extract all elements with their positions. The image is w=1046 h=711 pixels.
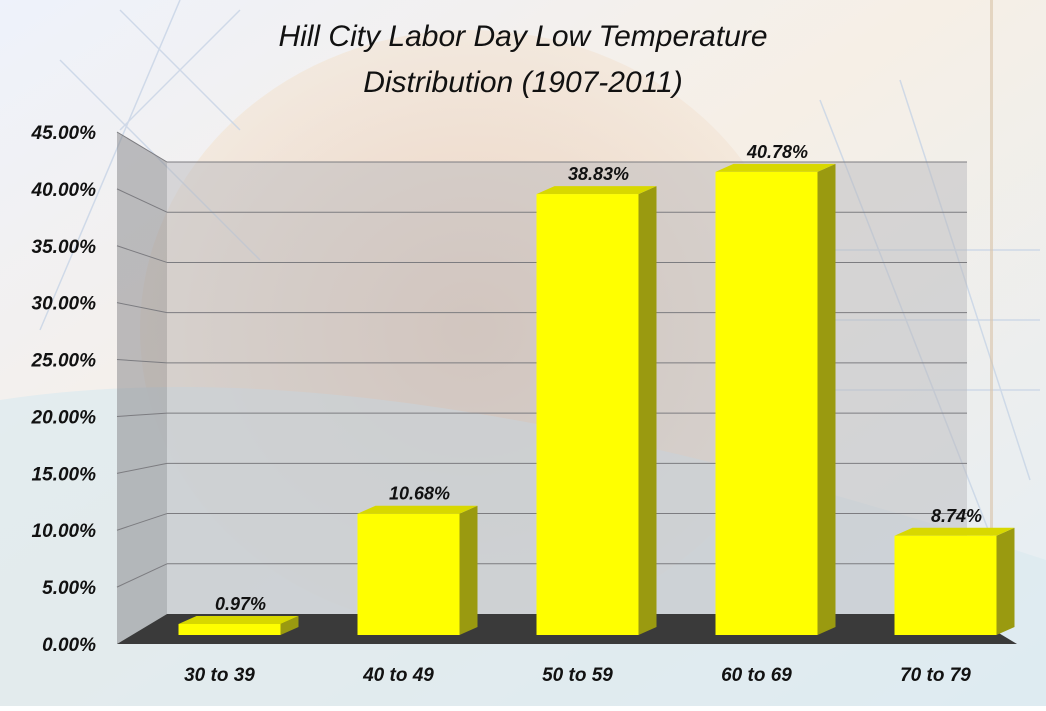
x-tick-label: 60 to 69: [721, 665, 792, 686]
bar-top: [536, 186, 657, 195]
y-tick-label: 30.00%: [32, 294, 97, 315]
bar-side: [817, 163, 836, 635]
bar-group: 40.78%: [715, 142, 836, 635]
bar-group: 10.68%: [357, 484, 478, 635]
bar-side: [280, 615, 299, 635]
gridline-side: [116, 359, 168, 364]
x-axis: 30 to 39 40 to 49 50 to 59 60 to 69 70 to 79: [184, 665, 971, 686]
gridline-side: [116, 412, 168, 417]
data-label: 10.68%: [389, 484, 450, 504]
chart-title-line-2: Distribution (1907-2011): [363, 66, 683, 99]
y-tick-label: 25.00%: [31, 351, 97, 372]
bar: [715, 171, 818, 635]
data-label: 40.78%: [746, 142, 808, 162]
bar-top: [715, 163, 836, 172]
y-tick-label: 0.00%: [42, 635, 96, 656]
gridline-side: [116, 302, 168, 314]
data-label: 8.74%: [931, 506, 982, 526]
bar: [178, 623, 281, 635]
data-label: 38.83%: [568, 164, 629, 184]
bar-top: [894, 527, 1015, 536]
bars: 0.97% 10.68% 38.83% 40.78% 8.74%: [178, 142, 1015, 635]
x-tick-label: 70 to 79: [900, 665, 971, 686]
x-tick-label: 50 to 59: [542, 665, 613, 686]
bar-group: 8.74%: [894, 506, 1015, 635]
bar: [536, 194, 639, 635]
x-tick-label: 40 to 49: [362, 665, 434, 686]
gridline-side: [116, 245, 168, 263]
side-wall: [117, 132, 167, 644]
bar-top: [357, 505, 478, 514]
gridline-side: [116, 188, 168, 213]
x-tick-label: 30 to 39: [184, 665, 255, 686]
bar: [894, 535, 997, 635]
y-tick-label: 45.00%: [31, 123, 97, 144]
y-tick-label: 20.00%: [31, 407, 97, 428]
y-tick-label: 40.00%: [31, 180, 97, 201]
y-tick-label: 10.00%: [32, 521, 97, 542]
y-axis: 0.00% 5.00% 10.00% 15.00% 20.00% 25.00% 30.00%…: [31, 123, 97, 656]
gridline-side: [116, 513, 168, 531]
chart-title-line-1: Hill City Labor Day Low Temperature: [278, 20, 767, 53]
bar: [357, 513, 460, 635]
bar-group: 0.97%: [178, 594, 299, 635]
gridline-side: [116, 462, 168, 474]
bar-side: [638, 186, 657, 635]
bar-group: 38.83%: [536, 164, 657, 635]
gridline-side: [116, 131, 168, 163]
y-tick-label: 15.00%: [32, 464, 97, 485]
bar-side: [996, 527, 1015, 635]
gridline-side: [116, 563, 168, 588]
y-tick-label: 35.00%: [32, 237, 97, 258]
chart-title: Hill City Labor Day Low Temperature Dist…: [278, 20, 767, 99]
bar-side: [459, 505, 478, 635]
bar-top: [178, 615, 299, 624]
y-tick-label: 5.00%: [42, 578, 96, 599]
data-label: 0.97%: [215, 594, 266, 614]
